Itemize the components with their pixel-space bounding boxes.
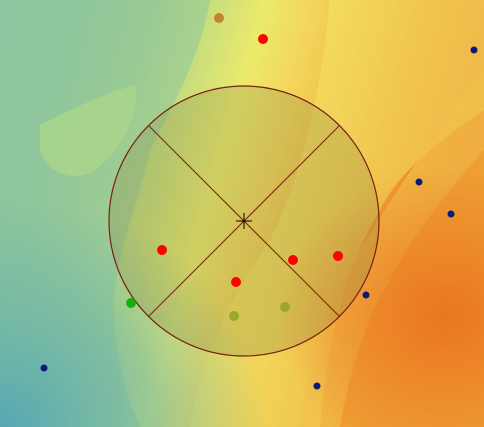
sample-point-p15[interactable] (313, 382, 321, 390)
sample-point-p01[interactable] (214, 13, 224, 23)
sample-point-p06[interactable] (157, 245, 167, 255)
sample-point-p11[interactable] (126, 298, 136, 308)
sample-point-p08[interactable] (288, 255, 298, 265)
sample-point-p03[interactable] (470, 46, 478, 54)
sample-point-p12[interactable] (229, 311, 239, 321)
sample-points-layer (40, 13, 478, 390)
sample-point-p04[interactable] (415, 178, 423, 186)
crosshair-icon (236, 213, 252, 229)
sample-point-p10[interactable] (362, 291, 370, 299)
sample-point-p14[interactable] (40, 364, 48, 372)
sample-point-p13[interactable] (280, 302, 290, 312)
sample-point-p09[interactable] (231, 277, 241, 287)
search-neighborhood[interactable] (108, 85, 380, 357)
sample-point-p02[interactable] (258, 34, 268, 44)
sample-point-p05[interactable] (447, 210, 455, 218)
sample-point-p07[interactable] (333, 251, 343, 261)
